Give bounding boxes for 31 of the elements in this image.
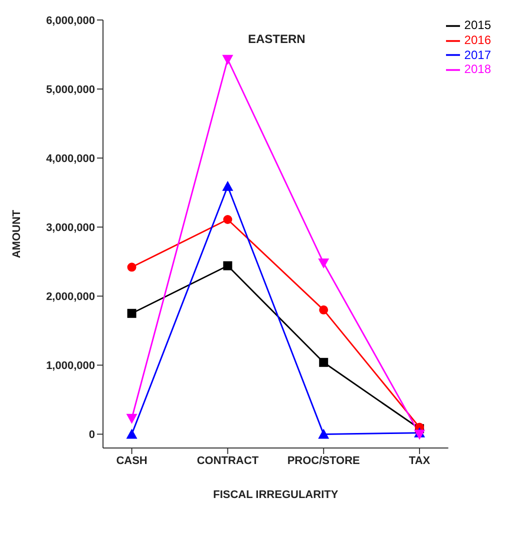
point <box>319 358 328 367</box>
y-tick-label: 6,000,000 <box>46 14 95 27</box>
x-tick-label: PROC/STORE <box>287 454 360 467</box>
y-tick-label: 1,000,000 <box>46 360 95 372</box>
point <box>127 262 136 272</box>
x-tick-label: CONTRACT <box>196 454 259 467</box>
legend-label: 2015 <box>464 18 491 32</box>
text: EASTERN <box>248 32 306 46</box>
point <box>318 258 330 268</box>
legend-label: 2017 <box>464 48 491 62</box>
y-tick-label: 0 <box>88 429 95 442</box>
point <box>127 308 136 318</box>
x-tick-label: TAX <box>408 454 431 467</box>
point <box>319 305 328 314</box>
y-axis-title: AMOUNT <box>10 210 23 258</box>
legend-label: 2016 <box>464 32 491 47</box>
point <box>126 428 138 439</box>
point <box>414 430 426 440</box>
point <box>126 414 138 424</box>
x-tick-label: CASH <box>116 454 148 467</box>
point <box>222 180 234 191</box>
y-tick-label: 5,000,000 <box>46 84 95 96</box>
x-axis-title: FISCAL IRREGULARITY <box>213 489 339 501</box>
point <box>318 428 330 439</box>
legend-label: 2018 <box>464 62 491 76</box>
y-tick-label: 4,000,000 <box>46 152 95 165</box>
y-tick-label: 3,000,000 <box>46 222 95 234</box>
point <box>222 54 234 65</box>
point <box>223 261 232 270</box>
y-tick-label: 2,000,000 <box>46 291 95 304</box>
point <box>223 215 232 224</box>
